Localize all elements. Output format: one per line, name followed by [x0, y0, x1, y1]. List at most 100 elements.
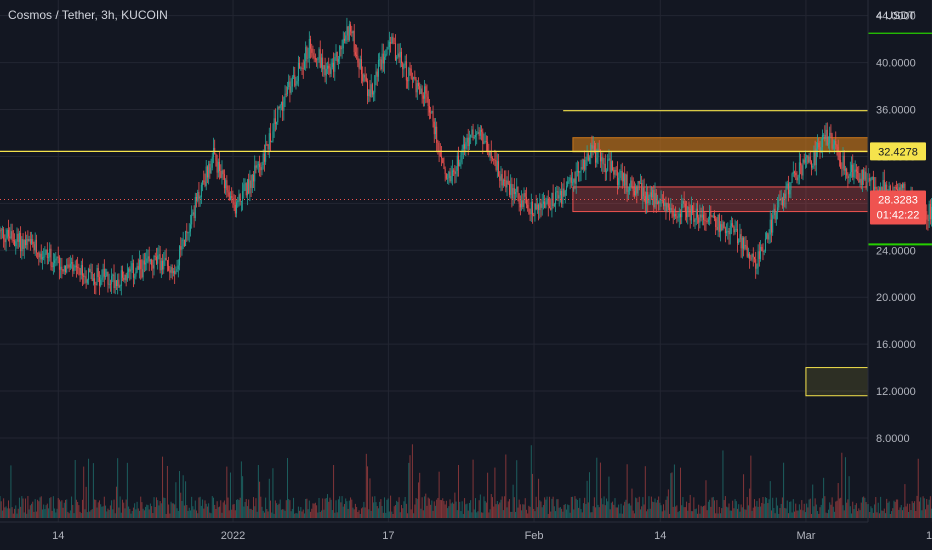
candle-body [791, 173, 793, 183]
candle-body [231, 196, 233, 198]
y-tick-label: 24.0000 [876, 245, 916, 257]
candle-body [698, 217, 700, 223]
candle-body [386, 49, 388, 55]
candle-body [363, 74, 365, 82]
volume-bar [646, 511, 648, 518]
volume-bar [198, 497, 200, 518]
volume-bar [738, 504, 740, 518]
volume-bar [242, 476, 244, 518]
volume-bar [459, 501, 461, 518]
volume-bar [895, 499, 897, 518]
drawing-zones[interactable] [572, 137, 869, 397]
candle-body [269, 133, 271, 142]
volume-bar [381, 505, 383, 518]
volume-bar [807, 507, 809, 518]
candle-body [763, 251, 765, 252]
volume-bar [666, 496, 668, 518]
volume-bar [717, 513, 719, 518]
volume-bar [559, 507, 561, 518]
volume-bar [210, 513, 212, 518]
volume-bar [181, 500, 183, 518]
volume-bar [128, 506, 130, 518]
volume-bar [38, 501, 40, 518]
volume-bar [35, 511, 37, 518]
candle-body [162, 260, 164, 270]
time-axis[interactable]: 14202217Feb14Mar14Apr18 [52, 530, 932, 542]
volume-bar [337, 499, 339, 518]
candle-body [329, 68, 331, 74]
volume-bar [251, 509, 253, 518]
volume-bar [734, 499, 736, 518]
candle-body [183, 239, 185, 246]
candle-body [476, 133, 478, 136]
candle-body [517, 186, 519, 194]
candle-body [421, 88, 423, 96]
volume-bar [455, 501, 457, 518]
candle-body [254, 165, 256, 182]
volume-bar [15, 505, 17, 518]
candle-body [485, 141, 487, 142]
volume-bar [188, 507, 190, 518]
candle-body [410, 68, 412, 79]
candle-body [66, 264, 68, 273]
candle-body [621, 171, 623, 182]
candle-body [55, 258, 57, 261]
candle-body [739, 234, 741, 239]
volume-bar [786, 500, 788, 518]
candle-body [681, 203, 683, 218]
candle-body [508, 184, 510, 195]
candle-body [926, 211, 928, 220]
candle-body [775, 212, 777, 220]
volume-bar [521, 510, 523, 518]
volume-bar [528, 505, 530, 518]
volume-bar [473, 509, 475, 518]
candle-body [546, 198, 548, 204]
volume-bar [813, 506, 815, 518]
volume-bar [231, 509, 233, 518]
price-axis[interactable]: 44.000040.000036.000032.000028.000024.00… [876, 11, 916, 445]
candle-body [479, 130, 481, 136]
zone-yellow[interactable] [805, 367, 869, 397]
candle-body [673, 213, 675, 217]
candle-body [359, 59, 361, 69]
volume-bar [443, 501, 445, 518]
candle-body [838, 159, 840, 161]
volume-bar [151, 506, 153, 518]
volume-bar [578, 507, 580, 518]
volume-bar [783, 462, 785, 518]
candle-body [259, 164, 261, 168]
volume-bar [394, 504, 396, 518]
volume-bar [798, 504, 800, 518]
candle-body [276, 122, 278, 125]
candle-body [541, 203, 543, 208]
candle-body [20, 232, 22, 252]
candle-body [900, 184, 902, 197]
volume-bar [398, 497, 400, 518]
candle-body [360, 59, 362, 75]
currency-label[interactable]: 4 USDT [876, 10, 916, 22]
candle-body [659, 200, 661, 204]
horizontal-lines[interactable] [0, 32, 932, 246]
candle-body [551, 192, 553, 210]
volume-bar [303, 513, 305, 518]
volume-bar [841, 452, 843, 518]
volume-bar [624, 501, 626, 518]
candle-body [792, 171, 794, 174]
candle-body [687, 206, 689, 218]
candle-body [800, 162, 802, 166]
candle-body [710, 211, 712, 217]
candle-body [929, 203, 931, 220]
volume-bar [551, 498, 553, 518]
candle-body [614, 170, 616, 175]
volume-bar [478, 500, 480, 518]
zone-orange[interactable] [572, 137, 869, 153]
volume-bar [550, 511, 552, 518]
volume-bar [647, 509, 649, 518]
volume-bar [743, 474, 745, 518]
volume-bar [681, 505, 683, 518]
volume-bar [94, 499, 96, 518]
volume-bar [891, 511, 893, 518]
candle-body [308, 39, 310, 59]
candle-body [603, 163, 605, 165]
